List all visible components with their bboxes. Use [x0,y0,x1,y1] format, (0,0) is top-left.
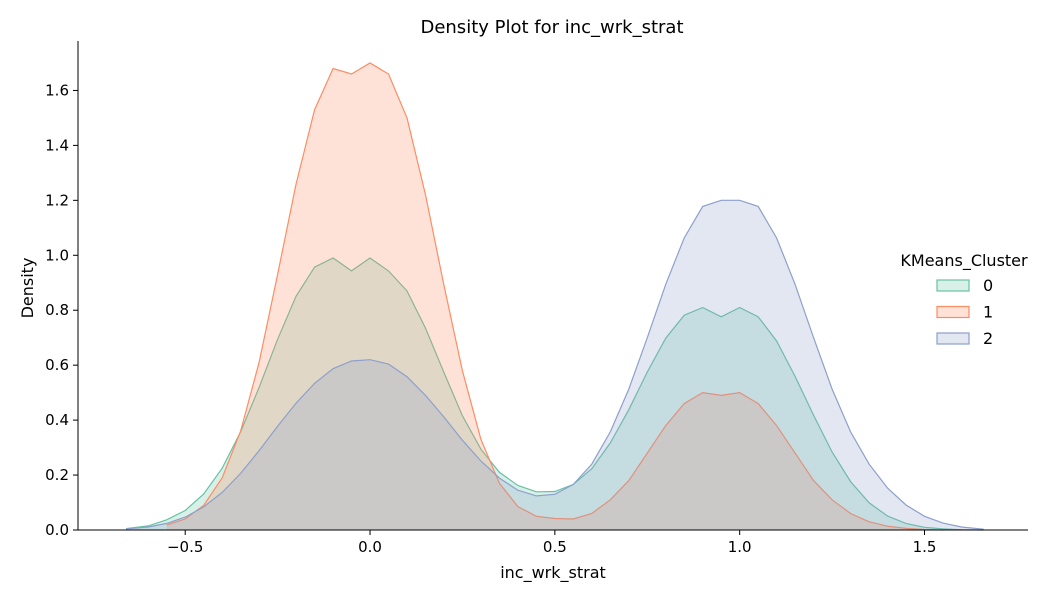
density-line-1 [166,62,944,531]
y-ticks: 0.0 0.2 0.4 0.6 0.8 1.0 1.2 1.4 1.6 [45,81,78,539]
y-tick-label: 1.0 [45,246,69,264]
density-line-2 [126,199,984,530]
legend: KMeans_Cluster 0 1 2 [900,251,1028,348]
chart-title: Density Plot for inc_wrk_strat [420,17,683,38]
x-ticks: −0.5 0.0 0.5 1.0 1.5 [167,530,936,556]
legend-swatch-2 [936,332,970,345]
x-tick-label: −0.5 [167,538,203,556]
density-areas [126,62,984,531]
y-tick-label: 0.8 [45,301,69,319]
density-area-0 [126,258,984,530]
density-area-1 [166,63,943,530]
density-area-2 [126,200,984,531]
y-tick-label: 0.0 [45,521,69,539]
x-tick-label: 1.5 [913,538,937,556]
legend-label-1: 1 [983,303,993,322]
x-tick-label: 0.0 [358,538,382,556]
legend-label-2: 2 [983,329,993,348]
y-tick-label: 0.4 [45,411,69,429]
y-tick-label: 0.2 [45,466,69,484]
legend-swatch-1 [936,305,970,319]
x-tick-label: 0.5 [543,538,567,556]
y-tick-label: 1.2 [45,191,69,209]
legend-title: KMeans_Cluster [900,251,1028,271]
y-axis-label: Density [18,258,37,319]
x-axis-label: inc_wrk_strat [500,563,606,583]
legend-label-0: 0 [983,276,993,295]
legend-swatch-0 [936,279,970,292]
x-tick-label: 1.0 [728,538,752,556]
density-line-0 [126,257,984,531]
y-tick-label: 1.6 [45,81,69,99]
y-tick-label: 1.4 [45,136,69,154]
y-tick-label: 0.6 [45,356,69,374]
axes [77,41,1028,531]
